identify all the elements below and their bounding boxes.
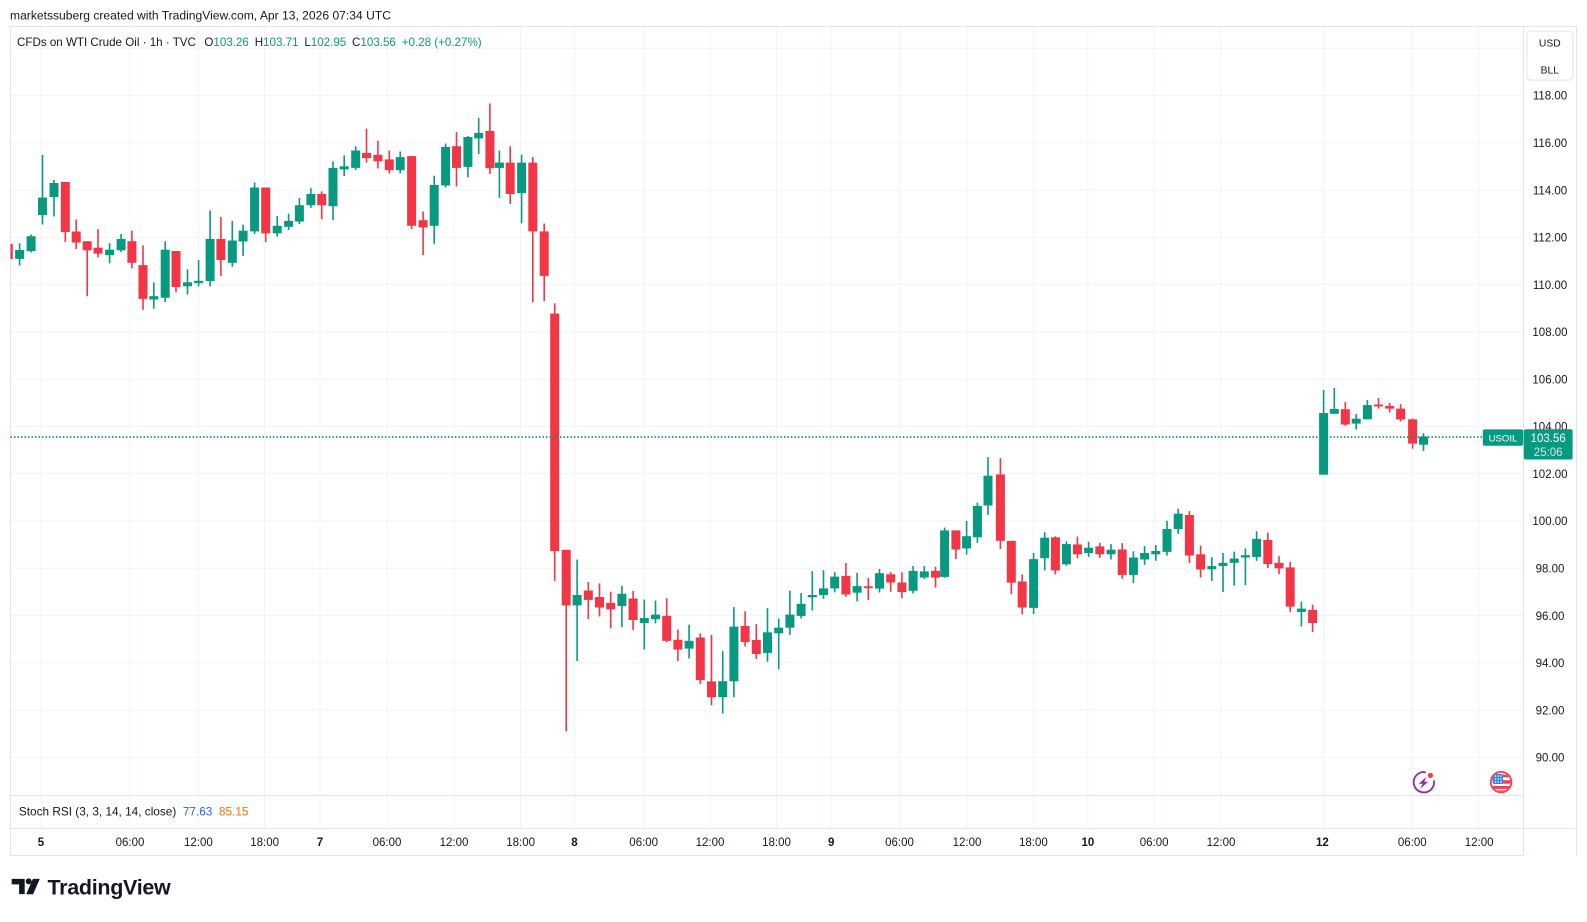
svg-text:96.00: 96.00 <box>1536 611 1565 623</box>
svg-text:O103.26 H103.71 L102.95 C103.5: O103.26 H103.71 L102.95 C103.56 +0.28 (+… <box>204 36 481 49</box>
svg-text:106.00: 106.00 <box>1532 374 1567 386</box>
svg-text:9: 9 <box>828 837 834 849</box>
svg-text:12:00: 12:00 <box>440 837 469 849</box>
svg-text:103.56: 103.56 <box>1531 433 1566 445</box>
svg-text:12: 12 <box>1316 837 1329 849</box>
svg-text:06:00: 06:00 <box>885 837 914 849</box>
svg-text:USOIL: USOIL <box>1489 434 1518 445</box>
svg-text:06:00: 06:00 <box>629 837 658 849</box>
svg-text:100.00: 100.00 <box>1532 516 1567 528</box>
svg-text:118.00: 118.00 <box>1533 91 1567 103</box>
svg-text:marketssuberg created with Tra: marketssuberg created with TradingView.c… <box>10 9 391 23</box>
svg-text:5: 5 <box>38 837 45 849</box>
svg-text:06:00: 06:00 <box>116 837 145 849</box>
svg-text:12:00: 12:00 <box>953 837 982 849</box>
svg-text:CFDs on WTI Crude Oil · 1h · T: CFDs on WTI Crude Oil · 1h · TVC <box>17 36 196 49</box>
svg-text:108.00: 108.00 <box>1532 327 1567 339</box>
svg-text:BLL: BLL <box>1541 65 1560 76</box>
svg-text:114.00: 114.00 <box>1533 185 1567 197</box>
svg-text:8: 8 <box>571 837 578 849</box>
svg-text:06:00: 06:00 <box>1398 837 1427 849</box>
svg-text:18:00: 18:00 <box>762 837 791 849</box>
svg-text:90.00: 90.00 <box>1536 753 1565 765</box>
svg-text:18:00: 18:00 <box>250 837 279 849</box>
svg-text:TradingView: TradingView <box>48 876 172 900</box>
svg-text:102.00: 102.00 <box>1532 469 1567 481</box>
svg-text:110.00: 110.00 <box>1533 280 1567 292</box>
svg-text:18:00: 18:00 <box>1019 837 1048 849</box>
svg-text:06:00: 06:00 <box>373 837 402 849</box>
svg-text:7: 7 <box>317 837 323 849</box>
svg-text:92.00: 92.00 <box>1536 705 1565 717</box>
svg-text:12:00: 12:00 <box>1207 837 1236 849</box>
svg-text:98.00: 98.00 <box>1536 564 1565 576</box>
svg-text:12:00: 12:00 <box>696 837 725 849</box>
svg-text:USD: USD <box>1539 38 1561 49</box>
svg-text:10: 10 <box>1082 837 1095 849</box>
svg-text:06:00: 06:00 <box>1140 837 1169 849</box>
svg-text:12:00: 12:00 <box>1465 837 1494 849</box>
svg-text:112.00: 112.00 <box>1533 233 1567 245</box>
svg-text:18:00: 18:00 <box>506 837 535 849</box>
svg-text:Stoch RSI (3, 3, 14, 14, close: Stoch RSI (3, 3, 14, 14, close) 77.63 85… <box>19 805 249 819</box>
svg-text:94.00: 94.00 <box>1536 658 1565 670</box>
svg-text:12:00: 12:00 <box>184 837 213 849</box>
svg-text:116.00: 116.00 <box>1533 138 1567 150</box>
svg-text:25:06: 25:06 <box>1534 447 1563 459</box>
